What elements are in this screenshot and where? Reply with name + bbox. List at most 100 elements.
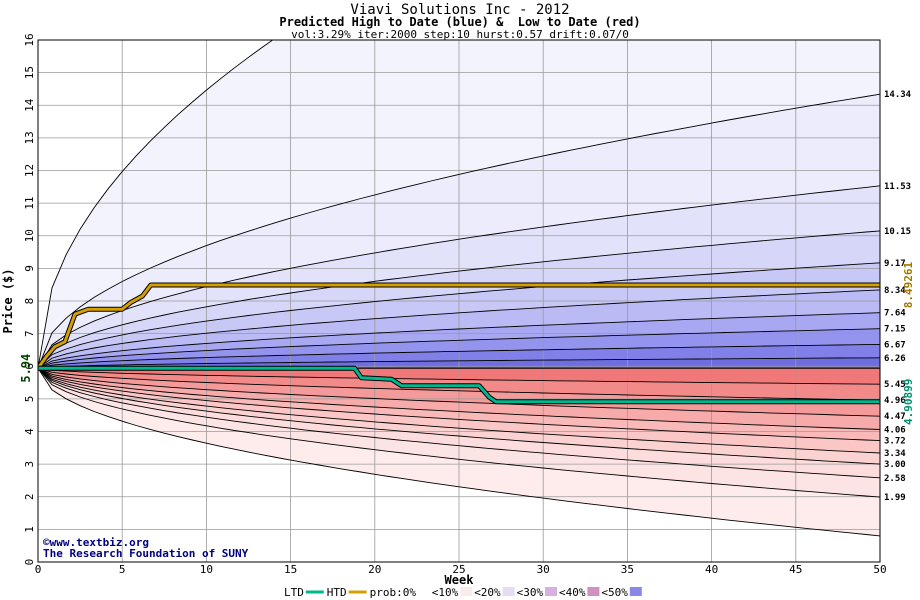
x-tick-label: 40: [705, 563, 718, 576]
axes: 0 5 10 15 20 25 30 35 40 45 5001234567891011121314…: [1, 33, 887, 587]
contour-line-19: [38, 367, 880, 537]
data-series: [38, 282, 880, 405]
plot-frame: [37, 39, 881, 563]
chart-subtitle: Predicted High to Date (blue) & Low to D…: [279, 15, 641, 29]
start-price-label: 5.94: [19, 354, 33, 383]
contour-line-4: [38, 289, 880, 369]
contour-line-7: [38, 185, 880, 369]
contour-line-12: [38, 367, 880, 417]
y-tick-label: 4: [23, 428, 36, 435]
contour-line-16: [38, 367, 880, 465]
contour-line-9: [38, 40, 274, 369]
y-tick-label: 14: [23, 98, 36, 112]
ltd-line: [38, 366, 880, 404]
contour-value-label: 6.67: [884, 340, 906, 350]
percentile-contours: [38, 40, 880, 537]
contour-value-label: 4.06: [884, 426, 906, 436]
contour-line-1: [38, 343, 880, 369]
legend-swatch-5: [629, 587, 642, 596]
contour-line-3: [38, 312, 880, 369]
contour-value-label: 6.26: [884, 354, 906, 364]
chart-title: Viavi Solutions Inc - 2012: [350, 2, 570, 18]
y-axis-label: Price ($): [1, 268, 15, 333]
contour-value-label: 3.00: [884, 460, 906, 470]
y-tick-label: 7: [23, 330, 36, 337]
contour-value-label: 4.96: [884, 396, 906, 406]
y-tick-label: 11: [23, 197, 36, 210]
contour-line-10: [38, 367, 880, 385]
y-tick-label: 6: [23, 363, 36, 370]
legend-swatch-0: [417, 587, 430, 596]
contour-value-label: 4.47: [884, 412, 906, 422]
contour-value-label: 1.99: [884, 493, 906, 503]
contour-value-label: 7.64: [884, 309, 906, 319]
contour-line-18: [38, 367, 880, 498]
contour-value-label: 3.72: [884, 437, 906, 447]
low-band-3: [38, 368, 880, 430]
credit: ©www.textbiz.org The Research Foundation…: [43, 536, 249, 560]
x-tick-label: 5: [119, 563, 126, 576]
low-band-9: [38, 368, 880, 536]
y-tick-label: 2: [23, 493, 36, 500]
high-band-5: [38, 262, 880, 369]
chart-parameters: vol:3.29% iter:2000 step:10 hurst:0.57 d…: [291, 28, 629, 41]
high-band-4: [38, 289, 880, 369]
contour-value-label: 11.53: [884, 182, 911, 192]
y-tick-label: 12: [23, 164, 36, 177]
contour-value-label: 5.45: [884, 380, 906, 390]
low-band-8: [38, 368, 880, 498]
legend-bucket-label: <50%: [601, 586, 628, 599]
x-tick-label: 0: [35, 563, 42, 576]
legend-swatch-2: [502, 587, 515, 596]
y-tick-label: 5: [23, 396, 36, 403]
y-tick-label: 8: [23, 298, 36, 305]
x-tick-label: 25: [452, 563, 465, 576]
x-tick-label: 30: [537, 563, 550, 576]
legend-swatch-1: [460, 587, 473, 596]
x-tick-label: 15: [284, 563, 297, 576]
y-tick-label: 9: [23, 265, 36, 272]
y-tick-label: 10: [23, 229, 36, 242]
low-band-4: [38, 368, 880, 441]
htd-line: [38, 283, 880, 370]
y-tick-label: 3: [23, 461, 36, 468]
legend-bucket-label: <20%: [474, 586, 501, 599]
high-band-7: [38, 185, 880, 369]
contour-value-label: 14.34: [884, 90, 912, 100]
contour-value-label: 2.58: [884, 474, 906, 484]
contour-value-label: 9.17: [884, 259, 906, 269]
contour-line-15: [38, 367, 880, 454]
legend-bucket-label: <10%: [432, 586, 459, 599]
high-band-6: [38, 230, 880, 369]
x-tick-label: 20: [368, 563, 381, 576]
x-axis-label: Week: [445, 573, 475, 587]
high-band-3: [38, 312, 880, 369]
x-tick-label: 50: [873, 563, 886, 576]
contour-line-17: [38, 367, 880, 479]
contour-value-label: 3.34: [884, 449, 906, 459]
legend-bucket-label: <30%: [517, 586, 544, 599]
contour-line-8: [38, 93, 880, 369]
contour-line-13: [38, 367, 880, 430]
contour-value-label: 8.34: [884, 286, 906, 296]
value-labels: 6.26 6.67 7.15 7.64 8.34 9.17 10.15 11.53 14.34 5…: [884, 90, 915, 503]
contour-line-6: [38, 230, 880, 369]
x-tick-label: 10: [200, 563, 213, 576]
legend-swatch-4: [587, 587, 600, 596]
y-tick-label: 0: [23, 559, 36, 566]
ltd-end-label: 4.90899: [902, 379, 915, 425]
legend-htd-label: HTD: [327, 586, 347, 599]
legend-bucket-label: <40%: [559, 586, 586, 599]
x-tick-label: 45: [789, 563, 802, 576]
x-tick-label: 35: [621, 563, 634, 576]
contour-line-2: [38, 328, 880, 369]
contour-line-14: [38, 367, 880, 442]
legend-prob-label: prob:0%: [370, 586, 417, 599]
y-tick-label: 16: [23, 33, 36, 46]
legend-ltd-label: LTD: [284, 586, 304, 599]
contour-line-0: [38, 357, 880, 369]
contour-value-label: 7.15: [884, 325, 906, 335]
contour-value-label: 10.15: [884, 227, 911, 237]
